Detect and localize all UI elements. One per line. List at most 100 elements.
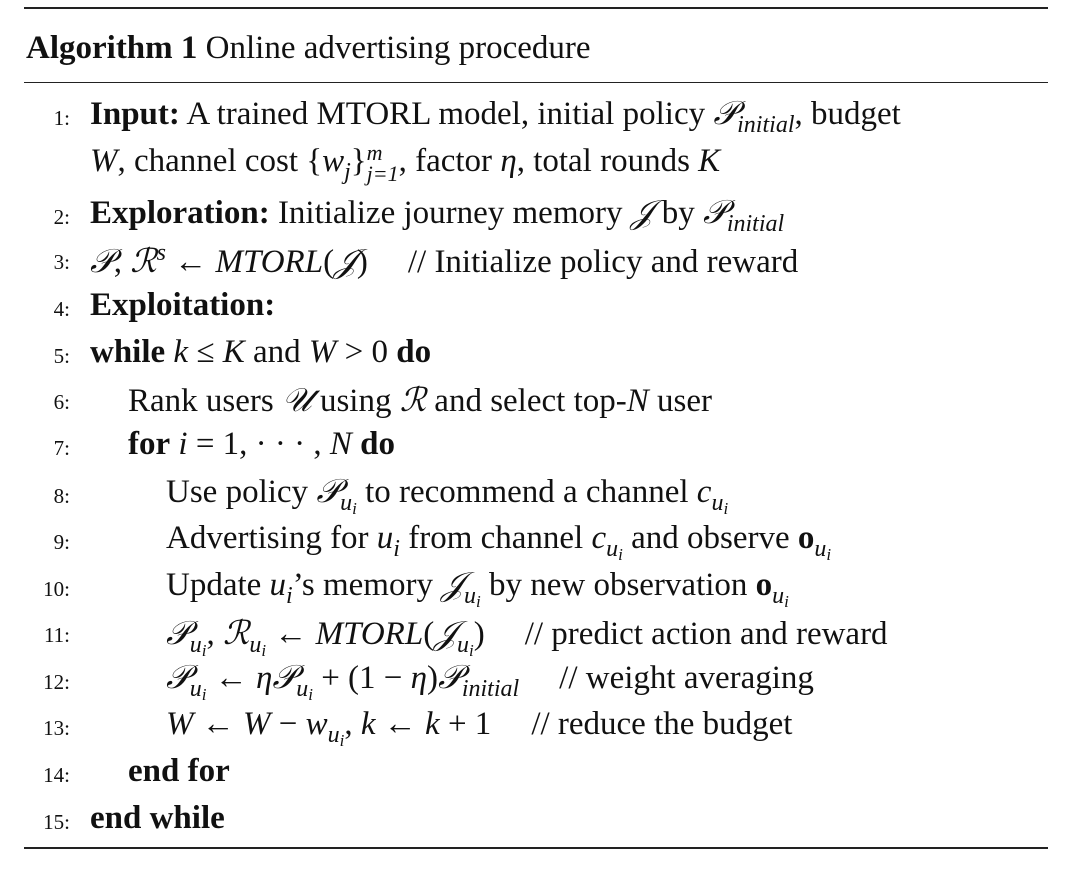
- subsubscript: i: [826, 545, 832, 564]
- algorithm-line: 7: for i = 1, · · · , N do: [0, 426, 1080, 472]
- math: W: [243, 706, 271, 742]
- math: k: [425, 706, 440, 742]
- math: 𝒫: [90, 244, 114, 280]
- keyword: for: [128, 426, 171, 462]
- text: and observe: [622, 520, 798, 556]
- text: ): [473, 616, 485, 652]
- algorithm-line: 10: Update ui’s memory 𝒥ui by new observa…: [0, 567, 1080, 613]
- algorithm-line: 4: Exploitation:: [0, 287, 1080, 333]
- header-rule: [24, 82, 1048, 84]
- line-content: end for: [128, 753, 230, 790]
- text: ←: [206, 660, 257, 696]
- algorithm-title: Algorithm 1 Online advertising procedure: [26, 30, 591, 67]
- text: ←: [193, 706, 243, 742]
- text: ): [356, 244, 368, 280]
- subscript: u: [296, 676, 309, 702]
- subscript: u: [772, 583, 785, 609]
- algorithm-line: 2: Exploration: Initialize journey memory…: [0, 195, 1080, 241]
- text: (: [423, 616, 435, 652]
- line-content: W ← W − wui, k ← k + 1 // reduce the budg…: [166, 706, 792, 751]
- math: W: [166, 706, 194, 742]
- line-content: Advertising for ui from channel cui and …: [166, 520, 831, 565]
- math: i: [178, 426, 188, 462]
- line-number: 8:: [53, 484, 70, 508]
- text: ←: [375, 706, 426, 742]
- keyword: do: [360, 426, 396, 462]
- keyword: o: [797, 520, 815, 556]
- subsubscript: i: [201, 641, 207, 660]
- subsubscript: i: [784, 592, 789, 611]
- text: ←: [165, 244, 216, 280]
- math: 𝒥: [441, 567, 464, 603]
- text: user: [648, 383, 712, 419]
- text: + (1 −: [312, 660, 411, 696]
- algorithm-line: W, channel cost {wj} m j=1, factor η, tota…: [0, 142, 1080, 188]
- math: MTORL: [215, 244, 324, 280]
- line-number: 5:: [53, 344, 70, 368]
- math: c: [591, 520, 607, 556]
- algorithm-line: 15: end while: [0, 800, 1080, 846]
- math: η: [410, 660, 428, 696]
- math: 𝒰: [281, 383, 312, 419]
- line-number: 6:: [53, 390, 70, 414]
- line-content: Input: A trained MTORL model, initial po…: [90, 96, 901, 139]
- text: A trained MTORL model, initial policy: [179, 96, 714, 132]
- text: = 1, · · · ,: [187, 426, 330, 462]
- text: Update: [166, 567, 270, 603]
- math: η: [500, 143, 517, 179]
- math: N: [626, 383, 649, 419]
- line-number: 15:: [43, 810, 70, 834]
- subsubscript: i: [618, 545, 623, 564]
- math: k: [173, 334, 189, 370]
- subscript: initial: [737, 112, 795, 138]
- text: (: [323, 244, 335, 280]
- subscript: u: [327, 722, 340, 748]
- line-content: W, channel cost {wj} m j=1, factor η, tota…: [90, 142, 720, 186]
- text: to recommend a channel: [356, 474, 697, 510]
- math: 𝒫: [703, 195, 727, 231]
- top-rule: [24, 7, 1048, 9]
- text: ,: [113, 244, 131, 280]
- line-content: Rank users 𝒰 using ℛ and select top-N us…: [128, 380, 712, 420]
- text: Advertising for: [166, 520, 377, 556]
- subscript: u: [249, 632, 262, 658]
- math: 𝒥: [334, 244, 357, 280]
- superscript: s: [156, 240, 166, 266]
- math: 𝒫: [316, 474, 341, 510]
- line-content: end while: [90, 800, 225, 837]
- keyword: o: [755, 567, 773, 603]
- subsubscript: i: [201, 685, 207, 704]
- algorithm-line: 5: while k ≤ K and W > 0 do: [0, 334, 1080, 380]
- algorithm-line: 13: W ← W − wui, k ← k + 1 // reduce the b…: [0, 706, 1080, 752]
- algorithm-line: 9: Advertising for ui from channel cui an…: [0, 520, 1080, 566]
- line-content: for i = 1, · · · , N do: [128, 426, 395, 463]
- math: w: [322, 143, 345, 179]
- subscript: i: [286, 583, 293, 609]
- subsubscript: i: [723, 499, 729, 518]
- subscript: j: [344, 159, 351, 185]
- comment: // weight averaging: [559, 660, 814, 696]
- math: k: [360, 706, 376, 742]
- comment: // predict action and reward: [524, 616, 888, 652]
- algorithm-line: 8: Use policy 𝒫ui to recommend a channel …: [0, 474, 1080, 520]
- math: W: [90, 143, 118, 179]
- subscript: u: [606, 536, 619, 562]
- subsubscript: i: [261, 641, 267, 660]
- text: by new observation: [480, 567, 756, 603]
- subscript: u: [189, 632, 202, 658]
- comment: // Initialize policy and reward: [407, 244, 799, 280]
- math: ℛ: [130, 244, 157, 280]
- math: K: [698, 143, 721, 179]
- math: w: [305, 706, 328, 742]
- line-content: Use policy 𝒫ui to recommend a channel cu…: [166, 474, 728, 519]
- line-content: Update ui’s memory 𝒥ui by new observatio…: [166, 567, 789, 612]
- keyword: Exploitation:: [90, 287, 276, 323]
- keyword: end for: [128, 753, 230, 789]
- text: + 1: [439, 706, 492, 742]
- line-number: 1:: [53, 106, 70, 130]
- line-number: 10:: [43, 577, 70, 601]
- math: c: [696, 474, 712, 510]
- line-number: 12:: [43, 670, 70, 694]
- math: ℛ: [223, 616, 250, 652]
- subsubscript: i: [339, 731, 345, 750]
